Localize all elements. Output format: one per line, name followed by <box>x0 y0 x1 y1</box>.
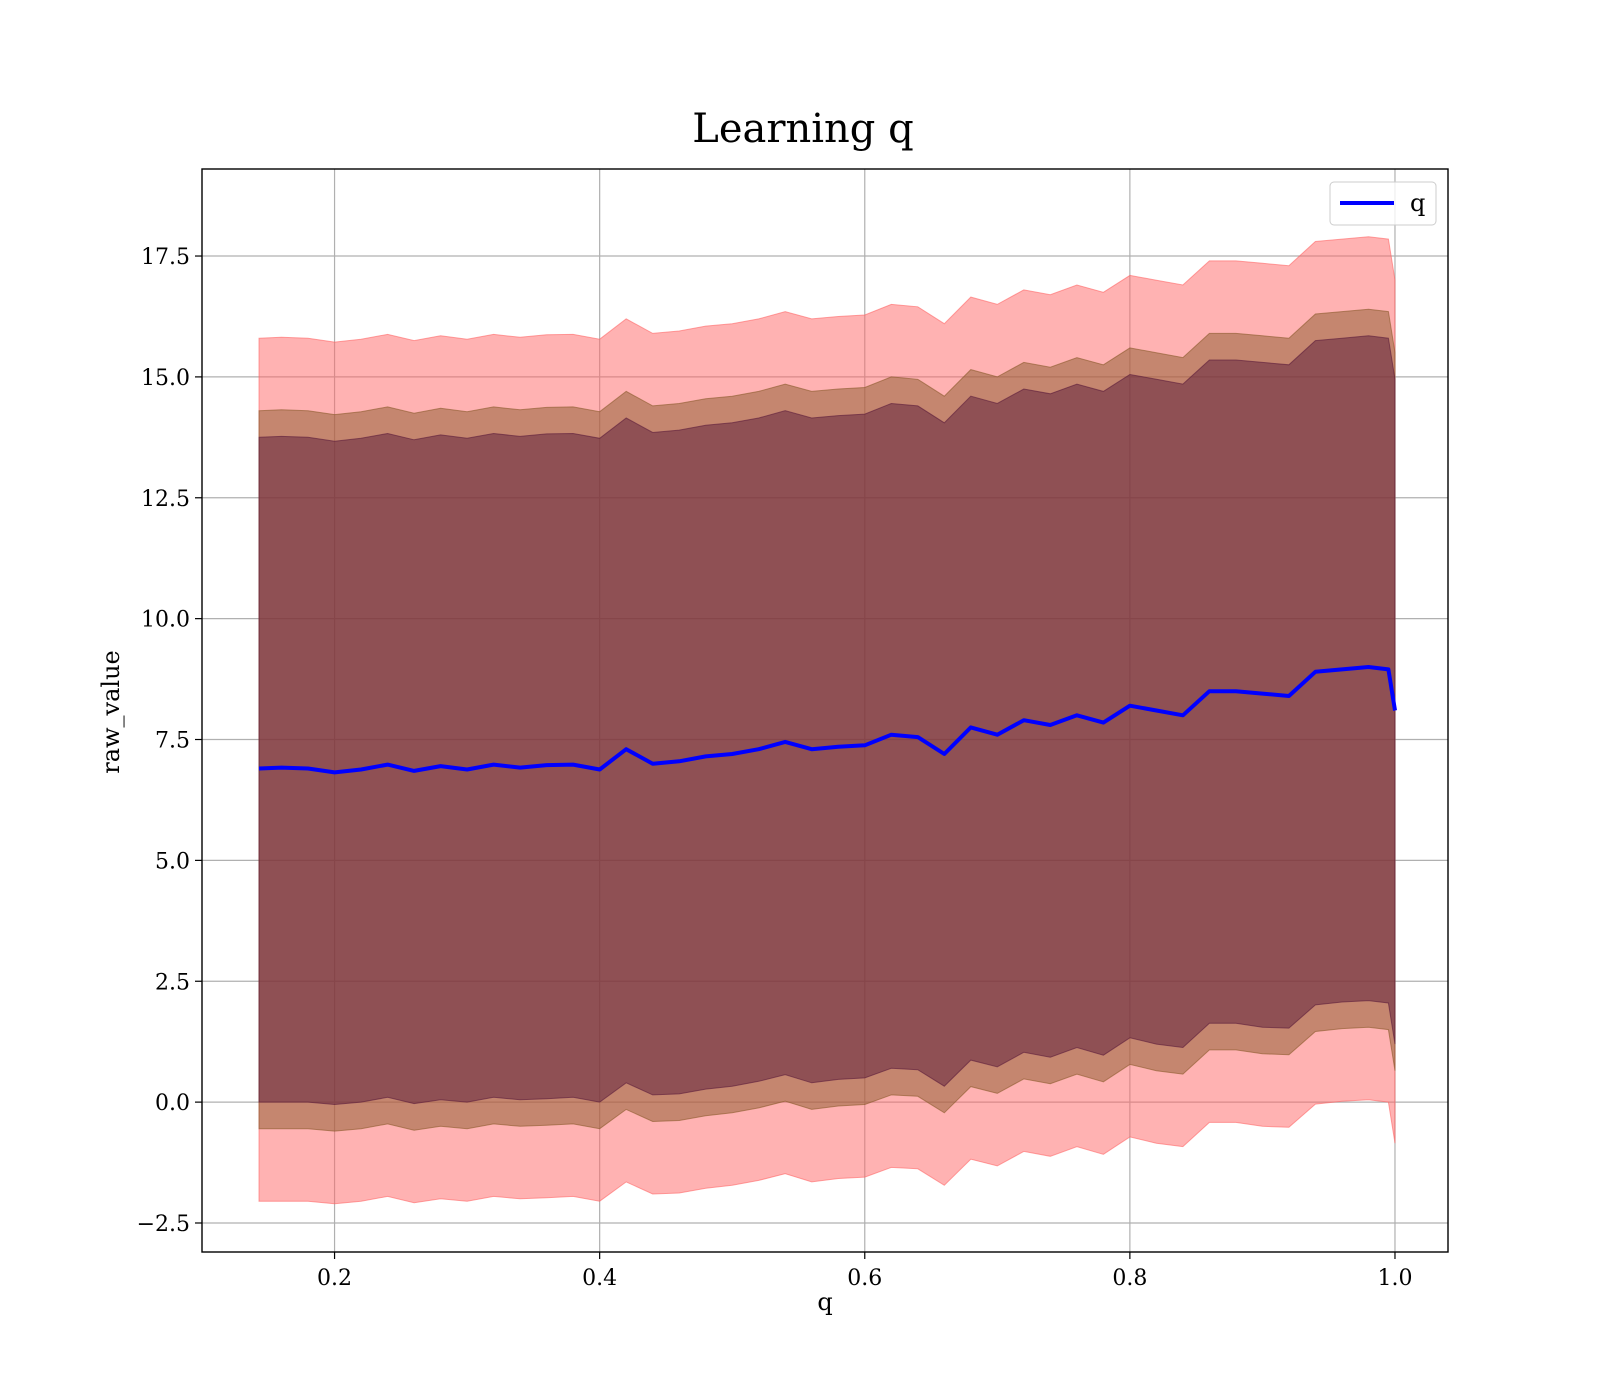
plot-frame <box>201 168 1449 1253</box>
y-tick-label: 0.0 <box>155 1091 190 1116</box>
x-axis-label: q <box>817 1288 832 1316</box>
series-line-q <box>258 665 1397 775</box>
y-tick-label: 15.0 <box>141 366 190 391</box>
x-tick-label: 0.6 <box>847 1266 882 1291</box>
y-tick-label: 10.0 <box>141 608 190 633</box>
y-axis-label: raw_value <box>97 650 125 774</box>
y-tick-label: 12.5 <box>141 487 190 512</box>
confidence-band-3 <box>258 335 1396 1106</box>
x-tick-label: 0.8 <box>1112 1266 1147 1291</box>
series-lines <box>258 665 1397 775</box>
y-tick-label: 7.5 <box>155 729 190 754</box>
legend: q <box>1329 181 1437 226</box>
x-tick-label: 0.4 <box>582 1266 617 1291</box>
y-tick-label: 5.0 <box>155 849 190 874</box>
y-tick-label: −2.5 <box>137 1212 190 1237</box>
x-tick-label: 1.0 <box>1377 1266 1412 1291</box>
legend-label-q: q <box>1410 189 1425 217</box>
confidence-bands <box>258 236 1396 1205</box>
y-axis-ticks: −2.5 0.0 2.5 5.0 7.5 10.0 12.5 15.0 17.5 <box>137 245 202 1237</box>
x-tick-label: 0.2 <box>317 1266 352 1291</box>
x-axis-ticks: 0.2 0.4 0.6 0.8 1.0 <box>317 1252 1412 1291</box>
y-tick-label: 2.5 <box>155 970 190 995</box>
y-tick-label: 17.5 <box>141 245 190 270</box>
chart-title: Learning q <box>692 106 913 152</box>
